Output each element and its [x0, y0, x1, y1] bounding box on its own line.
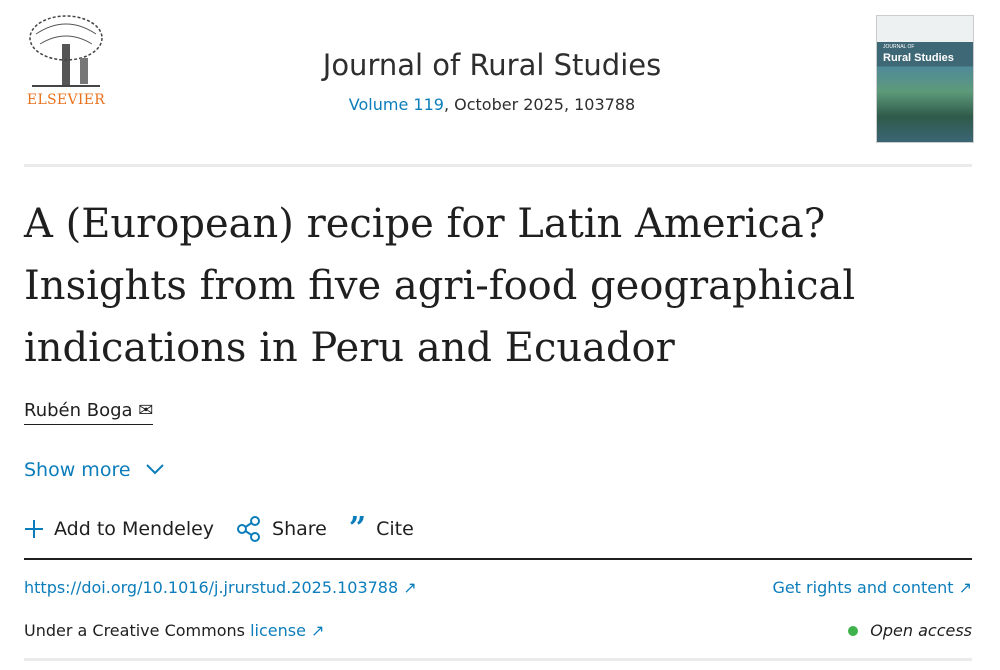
license-link-text[interactable]: license — [250, 621, 306, 640]
cover-subtitle: JOURNAL OF — [883, 44, 915, 50]
show-more-button[interactable]: Show more — [24, 459, 165, 481]
issue-details: , October 2025, 103788 — [443, 95, 636, 114]
bottom-divider — [24, 658, 972, 661]
author-link[interactable]: Rubén Boga ✉ — [24, 400, 154, 425]
cover-title: Rural Studies — [883, 52, 954, 64]
doi-text[interactable]: https://doi.org/10.1016/j.jrurstud.2025.… — [24, 578, 399, 597]
open-access-badge: Open access — [848, 621, 972, 640]
header-divider — [24, 164, 972, 167]
volume-link[interactable]: Volume 119 — [348, 95, 444, 114]
journal-title[interactable]: Journal of Rural Studies — [0, 48, 984, 82]
mendeley-label[interactable]: Add to Mendeley — [54, 518, 215, 540]
elsevier-wordmark: ELSEVIER — [26, 92, 106, 108]
share-icon — [237, 516, 261, 542]
plus-icon — [25, 520, 43, 538]
actions-divider — [24, 558, 972, 560]
license-info: Under a Creative Commons license ↗ — [24, 621, 324, 640]
external-link-icon: ↗ — [403, 578, 417, 597]
get-rights-link[interactable]: Get rights and content ↗ — [772, 578, 972, 597]
license-prefix: Under a Creative Commons — [24, 621, 251, 640]
external-link-icon: ↗ — [311, 621, 325, 640]
journal-title-link[interactable]: Journal of Rural Studies — [322, 48, 662, 82]
open-access-dot-icon — [848, 625, 859, 636]
quote-icon: ” — [348, 511, 367, 546]
article-title: A (European) recipe for Latin America? I… — [24, 201, 856, 371]
doi-link[interactable]: https://doi.org/10.1016/j.jrurstud.2025.… — [24, 578, 417, 597]
external-link-icon: ↗ — [958, 578, 972, 597]
license-link[interactable]: license ↗ — [250, 621, 324, 640]
share-label[interactable]: Share — [272, 518, 327, 540]
open-access-label: Open access — [870, 621, 972, 640]
article-actions: Add to Mendeley Share ” Cite — [24, 511, 414, 546]
journal-cover-image[interactable]: JOURNAL OF Rural Studies — [876, 15, 974, 143]
cite-button[interactable]: ” Cite — [348, 511, 414, 546]
journal-issue-info: Volume 119, October 2025, 103788 — [0, 95, 984, 114]
author-name[interactable]: Rubén Boga — [24, 400, 133, 421]
chevron-down-icon — [145, 464, 164, 475]
show-more-label[interactable]: Show more — [24, 459, 131, 481]
cite-label[interactable]: Cite — [376, 518, 414, 540]
elsevier-tree-logo[interactable] — [24, 14, 108, 110]
rights-text[interactable]: Get rights and content — [772, 578, 954, 597]
share-button[interactable]: Share — [236, 516, 327, 542]
add-to-mendeley-button[interactable]: Add to Mendeley — [24, 518, 214, 540]
email-icon[interactable]: ✉ — [138, 400, 154, 421]
